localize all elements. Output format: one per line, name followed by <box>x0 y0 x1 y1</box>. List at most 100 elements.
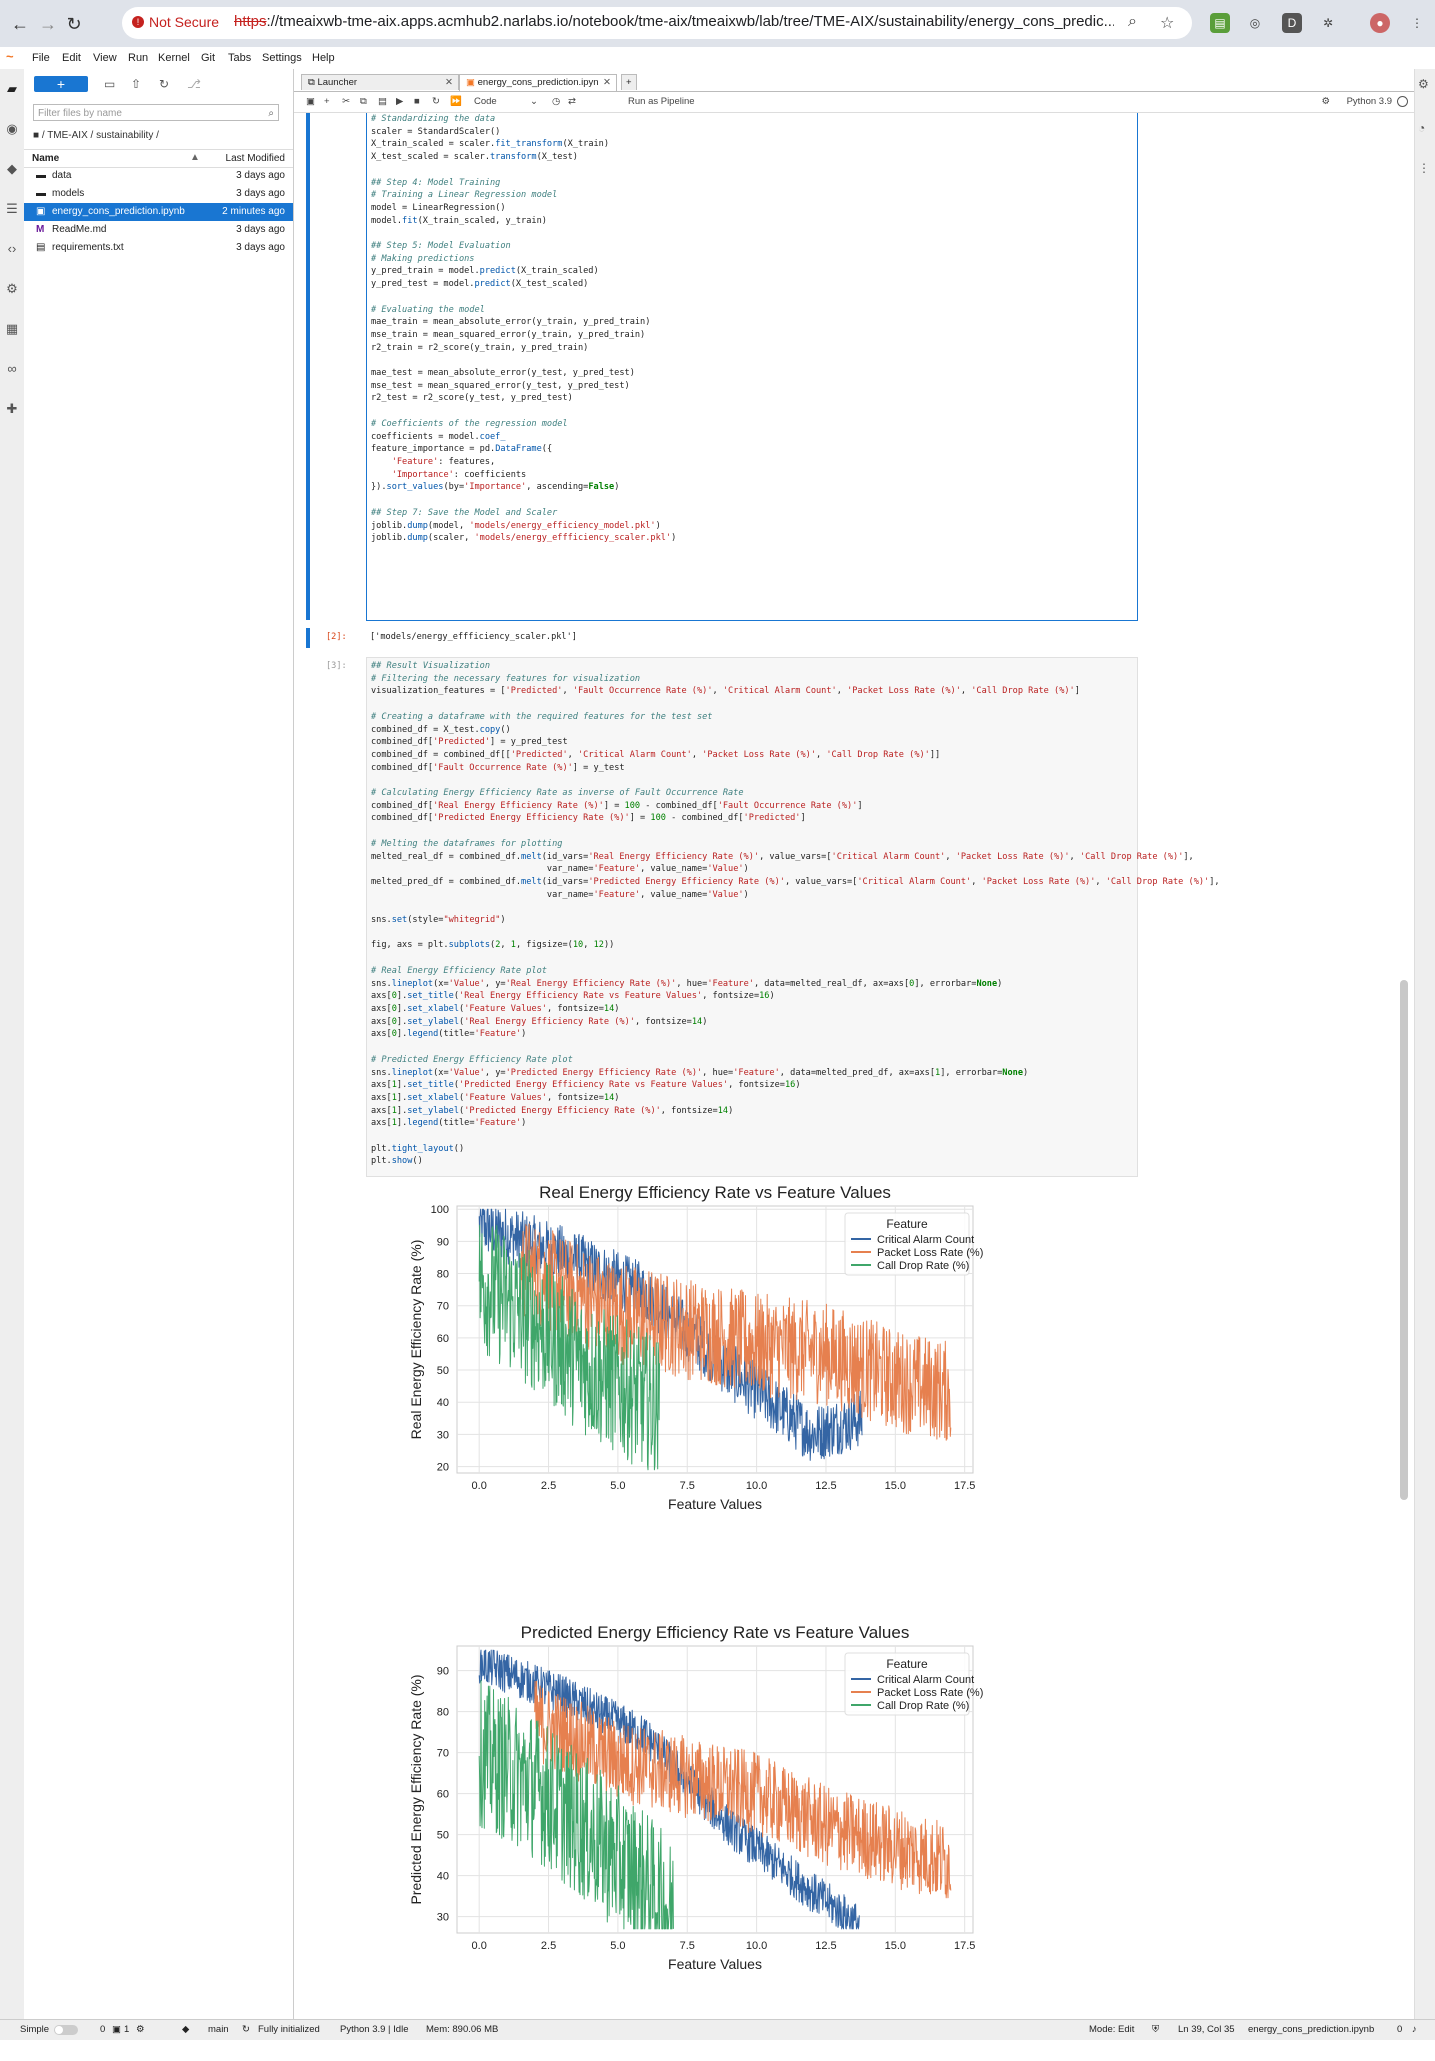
menu-git[interactable]: Git <box>201 52 216 64</box>
property-inspector-icon[interactable]: ⚙ <box>1418 77 1429 91</box>
warning-icon: ! <box>132 16 144 28</box>
sort-ascending-icon[interactable]: ▲ <box>190 152 200 163</box>
chevron-down-icon[interactable]: ⌄ <box>530 96 538 107</box>
new-folder-icon[interactable]: ▭ <box>104 77 116 91</box>
toc-icon[interactable]: ☰ <box>6 201 18 216</box>
bell-icon[interactable]: ♪ <box>1412 2024 1417 2035</box>
git-icon[interactable]: ◆ <box>7 161 17 176</box>
breadcrumb[interactable]: ■ / TME-AIX / sustainability / <box>33 130 159 141</box>
menu-edit[interactable]: Edit <box>62 52 81 64</box>
avatar[interactable]: ● <box>1370 13 1390 33</box>
puzzle-icon[interactable]: ✲ <box>1322 16 1334 30</box>
input-prompt: [3]: <box>326 661 347 671</box>
y-tick-label: 20 <box>437 1462 449 1474</box>
stop-icon[interactable]: ■ <box>414 96 420 107</box>
terminal-count[interactable]: 1 <box>124 2024 130 2035</box>
menu-run[interactable]: Run <box>128 52 149 64</box>
code-icon[interactable]: ‹› <box>7 241 17 256</box>
menu-file[interactable]: File <box>32 52 50 64</box>
file-row[interactable]: ▤ requirements.txt 3 days ago <box>24 239 293 257</box>
reload-icon[interactable]: ↻ <box>66 14 82 34</box>
copy-icon[interactable]: ⧉ <box>360 96 367 107</box>
left-activity-bar: ▰ ◉ ◆ ☰ ‹› ⚙ ▦ ∞ ✚ <box>0 69 25 2019</box>
address-bar[interactable] <box>122 7 1192 39</box>
security-indicator[interactable]: ! Not Secure <box>132 14 219 30</box>
gear-icon[interactable]: ⚙ <box>1321 96 1330 107</box>
zoom-icon[interactable]: ⌕ <box>1128 13 1137 30</box>
paste-icon[interactable]: ▤ <box>378 96 387 107</box>
extension-icon[interactable]: ◎ <box>1249 16 1261 30</box>
simple-mode-toggle[interactable] <box>54 2025 78 2035</box>
new-tab-button[interactable]: + <box>621 74 637 90</box>
git-branch-icon: ◆ <box>182 2024 190 2035</box>
refresh-icon[interactable]: ↻ <box>159 77 170 91</box>
git-clone-icon[interactable]: ⎇ <box>187 77 201 91</box>
menu-help[interactable]: Help <box>312 52 335 64</box>
kernel-count[interactable]: 0 <box>100 2024 106 2035</box>
code-cell-editor[interactable]: # Standardizing the data scaler = Standa… <box>366 113 1138 621</box>
x-tick-label: 7.5 <box>680 1940 695 1952</box>
file-filter-input[interactable]: Filter files by name ⌕ <box>33 104 279 121</box>
url-rest: ://tmeaixwb-tme-aix.apps.acmhub2.narlabs… <box>266 13 1114 30</box>
menu-tabs[interactable]: Tabs <box>228 52 252 64</box>
tab-launcher[interactable]: ⧉ Launcher ✕ <box>301 74 459 90</box>
file-row[interactable]: ▬ models 3 days ago <box>24 185 293 203</box>
code-cell-editor[interactable]: ## Result Visualization # Filtering the … <box>366 657 1220 1177</box>
save-icon[interactable]: ▣ <box>306 96 315 107</box>
folder-icon[interactable]: ▰ <box>7 81 17 96</box>
menu-kernel[interactable]: Kernel <box>158 52 190 64</box>
vertical-scrollbar[interactable] <box>1400 980 1408 1500</box>
file-row[interactable]: ▬ data 3 days ago <box>24 167 293 185</box>
cell-type-select[interactable]: Code <box>474 96 497 107</box>
cursor-position[interactable]: Ln 39, Col 35 <box>1178 2024 1235 2035</box>
kernel-status[interactable]: Python 3.9 | Idle <box>340 2024 409 2035</box>
settings-icon[interactable]: ⚙ <box>6 281 18 296</box>
close-icon[interactable]: ✕ <box>603 77 611 88</box>
series-line <box>478 1208 863 1461</box>
new-launcher-button[interactable]: + <box>34 76 88 92</box>
cut-icon[interactable]: ✂ <box>342 96 350 107</box>
git-branch[interactable]: main <box>208 2024 229 2035</box>
file-row-selected[interactable]: ▣ energy_cons_prediction.ipynb 2 minutes… <box>24 203 293 221</box>
extension-icon[interactable]: ▤ <box>1210 13 1230 33</box>
fast-forward-icon[interactable]: ⏩ <box>450 96 462 107</box>
legend-label: Call Drop Rate (%) <box>877 1260 969 1272</box>
run-pipeline-button[interactable]: Run as Pipeline <box>628 96 695 107</box>
file-row[interactable]: M ReadMe.md 3 days ago <box>24 221 293 239</box>
extension-icon[interactable]: D <box>1282 13 1302 33</box>
kebab-menu-icon[interactable]: ⋮ <box>1411 16 1423 30</box>
restart-icon[interactable]: ↻ <box>432 96 440 107</box>
kernel-name[interactable]: Python 3.9 <box>1346 96 1392 107</box>
markdown-icon: M <box>36 224 45 235</box>
file-browser: + ▭ ⇧ ↻ ⎇ Filter files by name ⌕ ■ / TME-… <box>24 69 294 2019</box>
security-label: Not Secure <box>149 14 220 30</box>
y-tick-label: 70 <box>437 1301 449 1313</box>
chart-title: Real Energy Efficiency Rate vs Feature V… <box>539 1183 891 1202</box>
file-name: models <box>52 188 85 199</box>
upload-icon[interactable]: ⇧ <box>131 77 142 91</box>
back-icon[interactable]: ← <box>11 14 29 34</box>
debugger-icon[interactable]: ◔ <box>1418 121 1426 135</box>
column-name-header[interactable]: Name <box>32 153 60 164</box>
menu-settings[interactable]: Settings <box>262 52 302 64</box>
running-icon[interactable]: ◉ <box>6 121 18 136</box>
pipeline-icon[interactable]: ∞ <box>7 361 17 376</box>
column-modified-header[interactable]: Last Modified <box>225 153 285 164</box>
extension-icon[interactable]: ✚ <box>6 401 18 416</box>
notification-count[interactable]: 0 <box>1397 2024 1403 2035</box>
add-cell-icon[interactable]: + <box>324 96 330 107</box>
template-icon[interactable]: ▦ <box>5 321 19 336</box>
chart-title: Predicted Energy Efficiency Rate vs Feat… <box>521 1623 910 1642</box>
forward-icon[interactable]: → <box>39 14 57 34</box>
run-icon[interactable]: ▶ <box>396 96 404 107</box>
legend-label: Critical Alarm Count <box>877 1234 974 1246</box>
tab-notebook[interactable]: ▣ energy_cons_prediction.ipyn ✕ <box>459 74 617 91</box>
close-icon[interactable]: ✕ <box>445 77 453 88</box>
git-diff-icon[interactable]: ⇄ <box>568 96 576 107</box>
url-text[interactable]: https://tmeaixwb-tme-aix.apps.acmhub2.na… <box>234 13 1114 30</box>
clock-icon[interactable]: ◷ <box>552 96 561 107</box>
extension-icon[interactable]: ⋮ <box>1418 161 1430 175</box>
menu-view[interactable]: View <box>93 52 117 64</box>
y-tick-label: 60 <box>437 1333 449 1345</box>
bookmark-star-icon[interactable]: ☆ <box>1160 15 1175 32</box>
